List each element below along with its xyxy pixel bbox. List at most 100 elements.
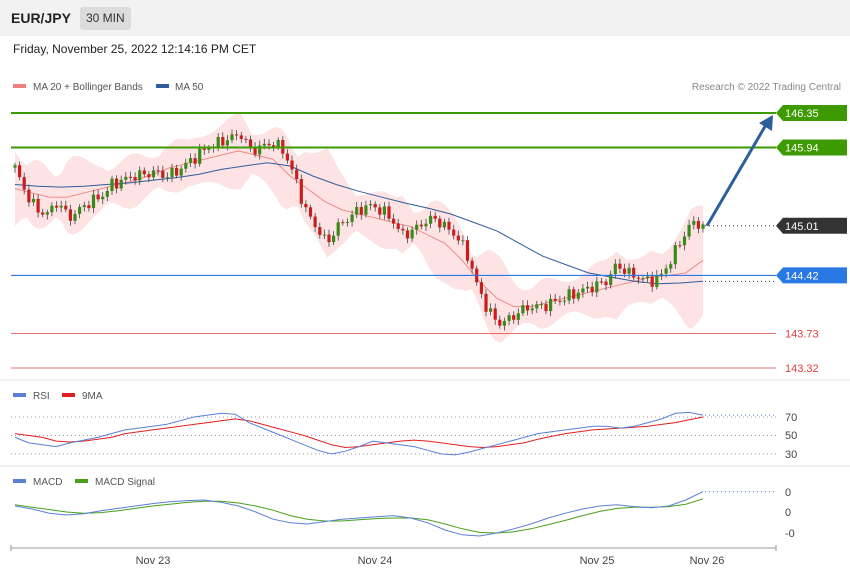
candle-body xyxy=(161,170,165,178)
last-price-tag xyxy=(776,217,847,234)
candle-body xyxy=(516,313,520,320)
candle-body xyxy=(87,205,91,209)
rsi-tick-50: 50 xyxy=(785,430,797,442)
candle-body xyxy=(678,245,682,247)
rsi-legend: RSI 9MA xyxy=(13,391,103,402)
candle-body xyxy=(512,315,516,320)
candle-body xyxy=(415,224,419,230)
candle-body xyxy=(664,268,668,274)
candle-body xyxy=(45,212,49,215)
candle-body xyxy=(498,319,502,326)
candle-body xyxy=(636,277,640,279)
candle-body xyxy=(378,207,382,215)
candle-body xyxy=(341,222,345,224)
candle-body xyxy=(202,148,206,150)
ma50-legend-label: MA 50 xyxy=(175,82,204,93)
projection-shaft xyxy=(705,122,769,227)
ma20-line xyxy=(14,150,704,308)
candle-body xyxy=(599,281,603,283)
candle-body xyxy=(313,216,317,228)
candle-body xyxy=(659,273,663,275)
candle-body xyxy=(304,203,308,208)
candle-body xyxy=(272,145,276,147)
rsi-tick-70: 70 xyxy=(785,412,797,424)
copyright-text: Research © 2022 Trading Central xyxy=(692,82,841,93)
candle-body xyxy=(604,281,608,286)
candle-body xyxy=(290,160,294,170)
x-label-nov24: Nov 24 xyxy=(358,555,393,567)
level-label-144.42: 144.42 xyxy=(785,270,819,282)
rsi-line xyxy=(14,411,704,456)
candle-body xyxy=(586,286,590,289)
candle-body xyxy=(262,143,266,146)
candle-body xyxy=(572,289,576,299)
candle-body xyxy=(562,300,567,302)
candle-body xyxy=(128,176,132,178)
candle-body xyxy=(55,205,59,208)
candle-body xyxy=(396,223,400,229)
candle-body xyxy=(553,298,557,301)
candle-body xyxy=(22,177,26,190)
candle-body xyxy=(230,134,234,141)
candle-body xyxy=(188,158,193,163)
candle-body xyxy=(405,230,410,239)
projection-head xyxy=(759,115,773,131)
candle-body xyxy=(484,293,488,312)
candle-body xyxy=(336,222,340,236)
candle-body xyxy=(359,207,363,215)
candle-body xyxy=(701,224,705,229)
candle-body xyxy=(138,170,142,181)
top-bar: EUR/JPY 30 MIN xyxy=(0,0,850,36)
price-levels: 146.35 145.94 144.42 143.73 143.32 145.01 xyxy=(11,105,847,375)
candle-body xyxy=(350,214,354,222)
candle-body xyxy=(438,218,442,228)
candle-body xyxy=(539,304,543,306)
candle-body xyxy=(567,289,571,301)
candle-body xyxy=(276,140,280,147)
candle-body xyxy=(165,177,169,179)
ma50-legend-swatch xyxy=(156,84,169,88)
candle-body xyxy=(502,321,506,326)
level-label-143.73: 143.73 xyxy=(785,328,819,340)
candle-body xyxy=(613,263,617,275)
candle-body xyxy=(78,207,82,214)
candle-body xyxy=(692,220,696,225)
x-label-nov25: Nov 25 xyxy=(580,555,615,567)
rsi-ma-legend-swatch xyxy=(62,393,75,397)
macd-tick-mid: 0 xyxy=(785,507,791,519)
candle-body xyxy=(622,268,627,274)
candle-body xyxy=(595,281,599,293)
candle-body xyxy=(142,170,146,175)
candle-body xyxy=(655,275,659,287)
candle-body xyxy=(258,145,262,155)
level-tag-145.94 xyxy=(776,139,847,156)
candle-body xyxy=(465,240,470,261)
candle-body xyxy=(244,138,248,140)
candle-body xyxy=(419,224,423,227)
candle-body xyxy=(239,135,243,139)
macd-signal-line xyxy=(14,498,704,534)
rsi-ma-legend-label: 9MA xyxy=(82,391,103,402)
macd-tick-top: 0 xyxy=(785,487,791,499)
timestamp: Friday, November 25, 2022 12:14:16 PM CE… xyxy=(13,42,257,56)
candle-body xyxy=(507,315,511,321)
candle-body xyxy=(50,205,54,213)
symbol-label: EUR/JPY xyxy=(11,10,71,26)
candle-body xyxy=(650,276,654,287)
candle-body xyxy=(401,228,405,231)
candle-body xyxy=(308,207,313,217)
candle-body xyxy=(669,264,673,269)
timeframe-button[interactable]: 30 MIN xyxy=(80,7,131,30)
candle-body xyxy=(133,177,137,181)
main-legend: MA 20 + Bollinger Bands MA 50 xyxy=(13,82,204,93)
candle-body xyxy=(544,304,548,312)
candle-body xyxy=(609,274,613,286)
candle-body xyxy=(452,229,456,236)
candle-body xyxy=(687,224,691,237)
candle-body xyxy=(530,308,534,311)
projection-arrow xyxy=(705,115,773,227)
candle-body xyxy=(535,304,539,309)
candle-body xyxy=(207,148,211,150)
candle-body xyxy=(295,169,299,180)
candle-body xyxy=(410,229,414,239)
